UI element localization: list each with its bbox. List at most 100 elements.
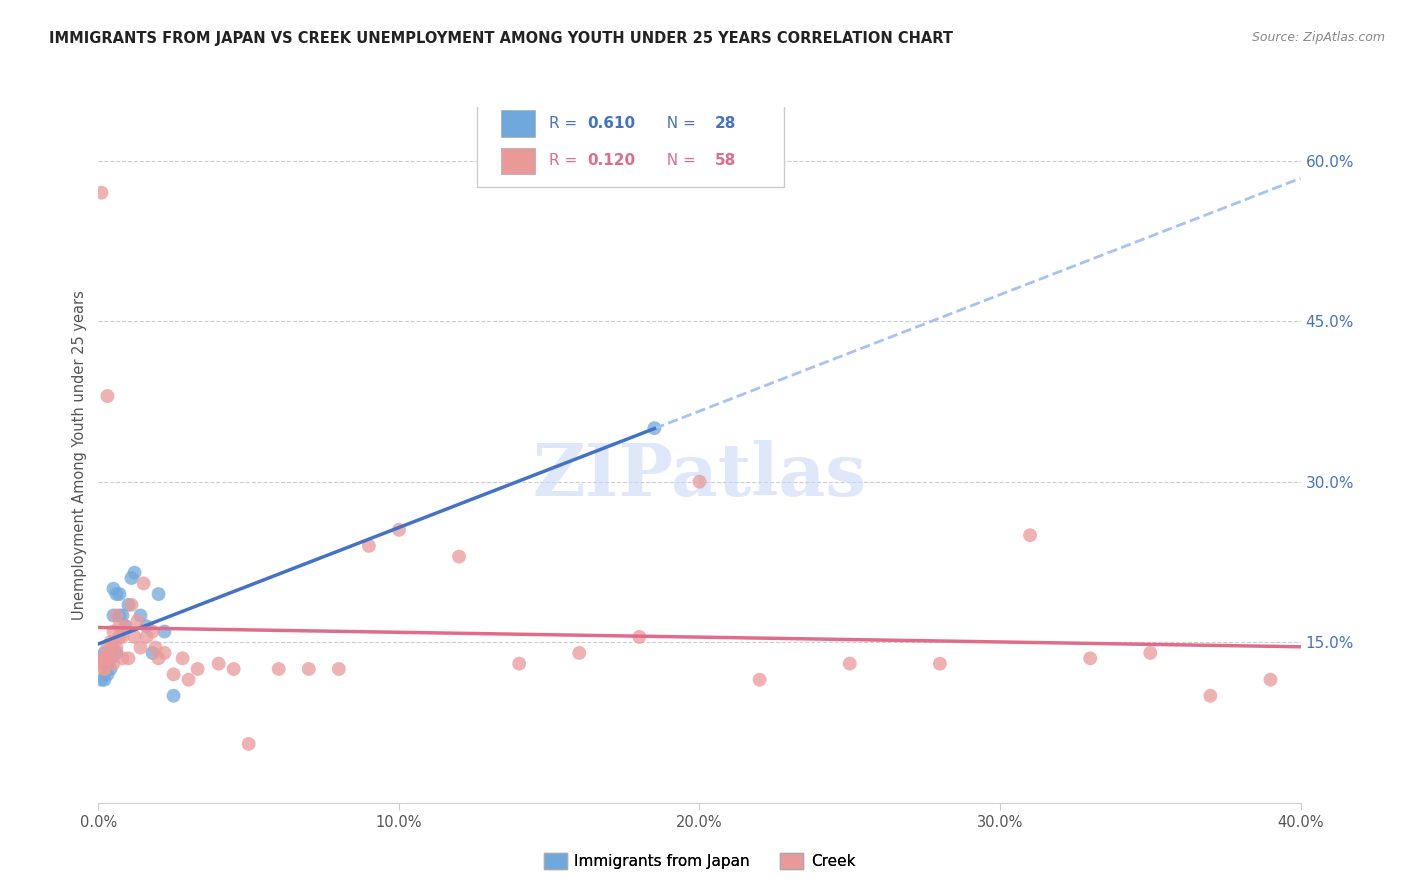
Point [129, 640, 152, 655]
Point [1139, 646, 1161, 660]
Point [114, 619, 136, 633]
Point [93, 662, 115, 676]
Point [208, 657, 231, 671]
Point [100, 646, 122, 660]
Point [568, 646, 591, 660]
Point [105, 646, 128, 660]
Text: 0.120: 0.120 [588, 153, 636, 169]
Text: 28: 28 [716, 116, 737, 131]
Point [108, 630, 131, 644]
Text: 0.610: 0.610 [588, 116, 636, 131]
Point [1019, 528, 1042, 542]
Point [96, 667, 118, 681]
Point [93, 651, 115, 665]
Point [162, 689, 184, 703]
Bar [501, 110, 534, 136]
Point [177, 673, 200, 687]
Point [222, 662, 245, 676]
Point [238, 737, 260, 751]
Point [90, 673, 112, 687]
Text: N =: N = [658, 153, 702, 169]
Point [105, 640, 128, 655]
Bar [501, 148, 534, 174]
Point [96, 657, 118, 671]
Point [96, 651, 118, 665]
Point [105, 608, 128, 623]
Point [838, 657, 860, 671]
Point [100, 635, 122, 649]
Point [689, 475, 711, 489]
Point [108, 619, 131, 633]
Point [100, 662, 122, 676]
Point [628, 630, 651, 644]
Point [153, 646, 176, 660]
Point [100, 646, 122, 660]
Legend: Immigrants from Japan, Creek: Immigrants from Japan, Creek [537, 847, 862, 875]
Point [1260, 673, 1282, 687]
Point [90, 657, 112, 671]
Point [1199, 689, 1222, 703]
Point [447, 549, 470, 564]
Point [117, 598, 139, 612]
Point [132, 576, 155, 591]
Point [1078, 651, 1101, 665]
Point [90, 651, 112, 665]
Point [388, 523, 411, 537]
Point [298, 662, 321, 676]
Point [90, 651, 112, 665]
Point [357, 539, 380, 553]
Point [93, 646, 115, 660]
Point [111, 651, 134, 665]
Text: Source: ZipAtlas.com: Source: ZipAtlas.com [1251, 31, 1385, 45]
Point [96, 651, 118, 665]
Point [90, 186, 112, 200]
Text: IMMIGRANTS FROM JAPAN VS CREEK UNEMPLOYMENT AMONG YOUTH UNDER 25 YEARS CORRELATI: IMMIGRANTS FROM JAPAN VS CREEK UNEMPLOYM… [49, 31, 953, 46]
Point [117, 651, 139, 665]
Point [121, 571, 143, 585]
Point [100, 651, 122, 665]
Point [108, 587, 131, 601]
Point [114, 619, 136, 633]
Point [141, 646, 163, 660]
Text: ZIPatlas: ZIPatlas [533, 441, 866, 511]
Point [121, 598, 143, 612]
Point [328, 662, 350, 676]
Point [103, 608, 125, 623]
Text: N =: N = [658, 116, 702, 131]
Point [108, 608, 131, 623]
Point [145, 640, 167, 655]
Point [135, 630, 157, 644]
Point [93, 662, 115, 676]
Point [172, 651, 194, 665]
Point [748, 673, 770, 687]
Point [267, 662, 290, 676]
Point [111, 630, 134, 644]
Point [93, 673, 115, 687]
Point [508, 657, 530, 671]
Point [148, 587, 170, 601]
Point [129, 608, 152, 623]
Text: R =: R = [550, 116, 582, 131]
Text: 58: 58 [716, 153, 737, 169]
Point [127, 614, 149, 628]
Point [135, 619, 157, 633]
Point [103, 624, 125, 639]
Text: R =: R = [550, 153, 582, 169]
Point [111, 608, 134, 623]
Point [103, 640, 125, 655]
Point [187, 662, 209, 676]
Point [162, 667, 184, 681]
Point [124, 566, 146, 580]
Point [103, 582, 125, 596]
Point [105, 587, 128, 601]
Point [100, 651, 122, 665]
Point [153, 624, 176, 639]
Point [96, 640, 118, 655]
Y-axis label: Unemployment Among Youth under 25 years: Unemployment Among Youth under 25 years [72, 290, 87, 620]
Point [103, 657, 125, 671]
Point [929, 657, 952, 671]
Point [141, 624, 163, 639]
Point [643, 421, 665, 435]
Point [124, 630, 146, 644]
Point [148, 651, 170, 665]
